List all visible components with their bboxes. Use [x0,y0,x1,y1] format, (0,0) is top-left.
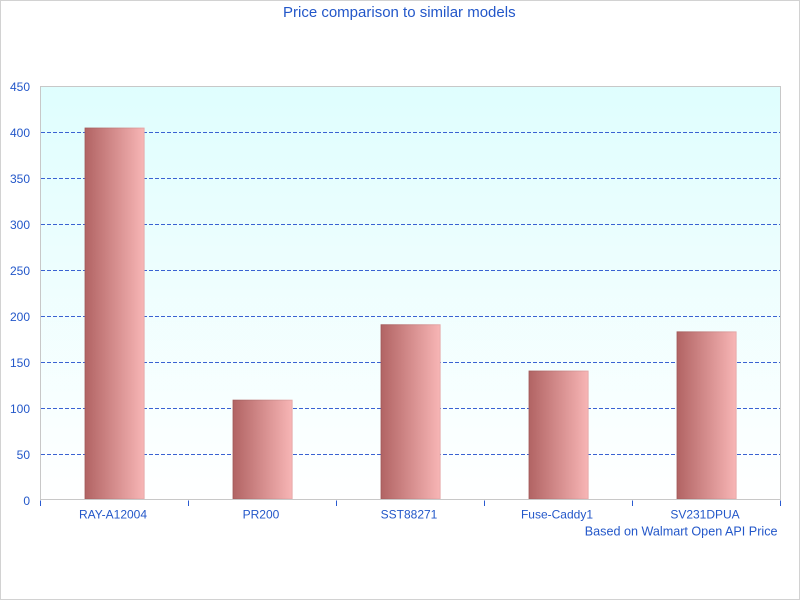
svg-text:Based on Walmart Open API Pric: Based on Walmart Open API Price [585,524,778,538]
svg-text:150: 150 [10,356,30,370]
svg-text:250: 250 [10,264,30,278]
svg-text:450: 450 [10,80,30,94]
svg-text:100: 100 [10,402,30,416]
svg-text:300: 300 [10,218,30,232]
svg-text:0: 0 [23,494,30,508]
svg-text:Fuse-Caddy1: Fuse-Caddy1 [521,507,593,521]
svg-text:SST88271: SST88271 [381,507,438,521]
svg-text:50: 50 [17,448,31,462]
svg-text:SV231DPUA: SV231DPUA [670,507,739,521]
svg-text:400: 400 [10,126,30,140]
svg-text:Price comparison to similar mo: Price comparison to similar models [283,4,516,21]
svg-text:RAY-A12004: RAY-A12004 [79,507,147,521]
svg-text:PR200: PR200 [243,507,280,521]
svg-text:200: 200 [10,310,30,324]
svg-text:350: 350 [10,172,30,186]
